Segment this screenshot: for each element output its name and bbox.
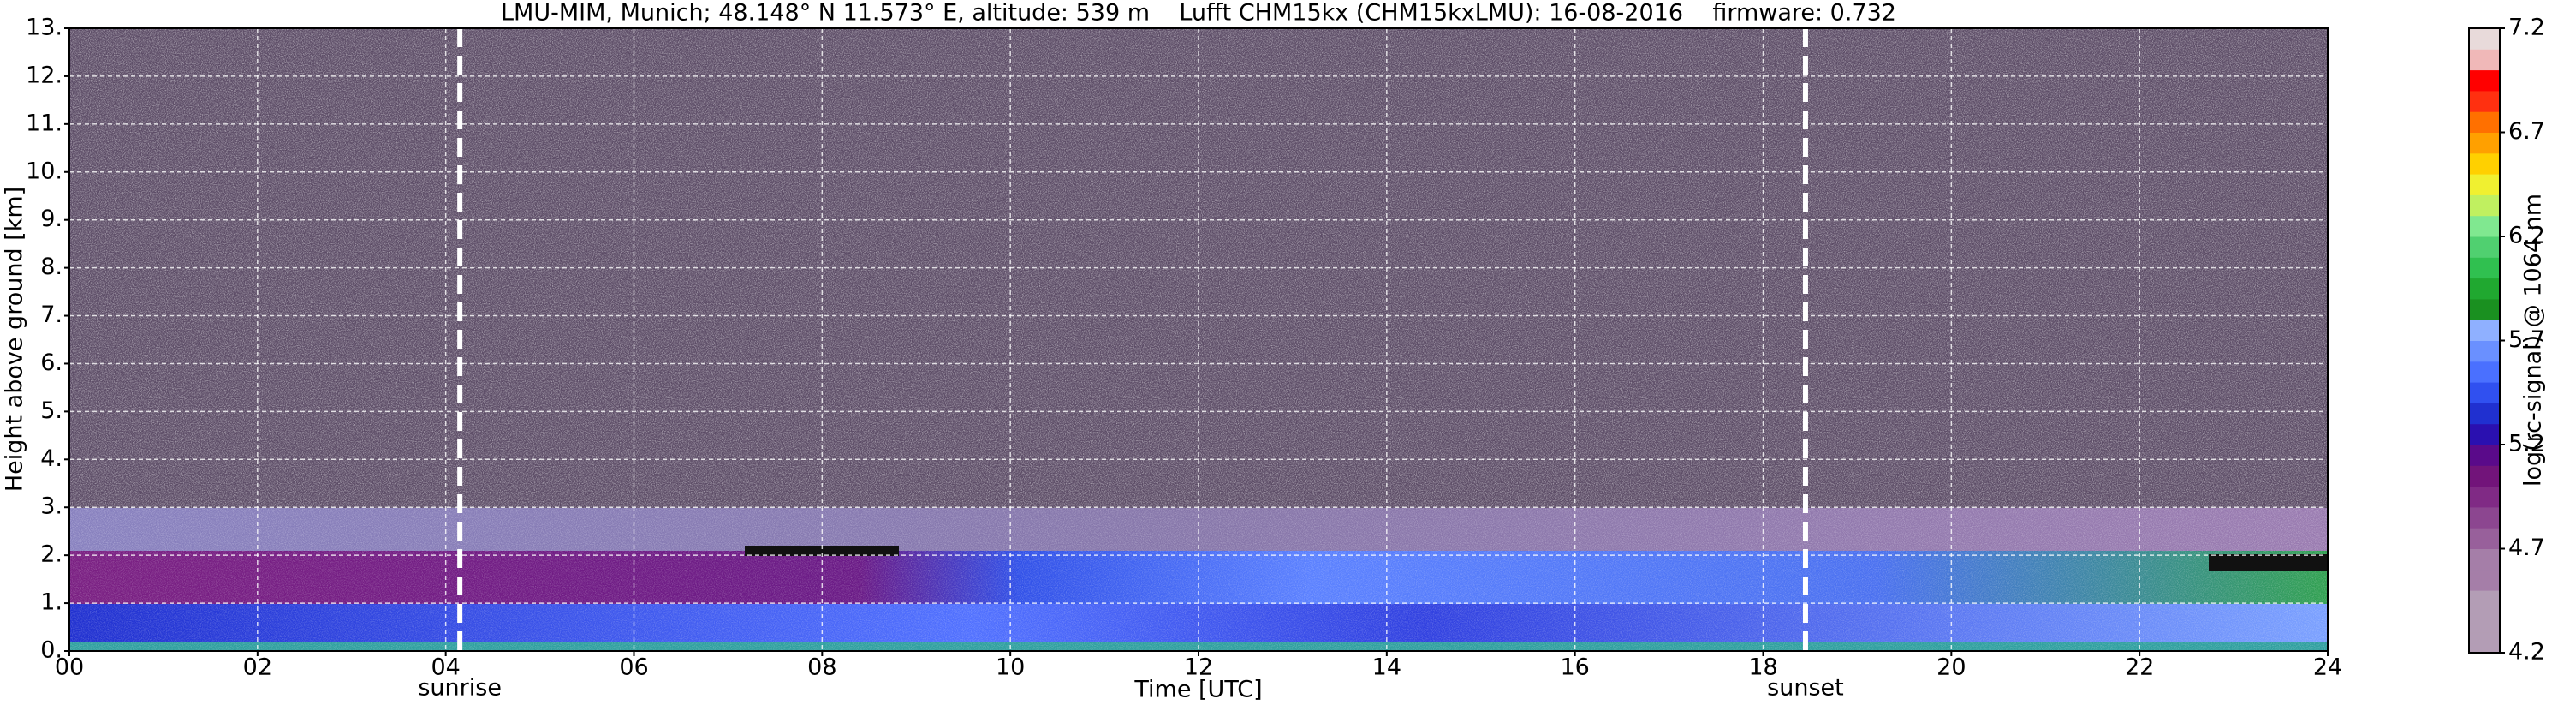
x-tick-label: 16	[1560, 654, 1589, 681]
colorbar-segment	[2469, 152, 2500, 175]
colorbar-segment	[2469, 611, 2500, 633]
colorbar-segment	[2469, 382, 2500, 403]
colorbar-segment	[2469, 278, 2500, 300]
y-tick-label: 9.	[40, 206, 62, 232]
y-tick-label: 7.	[40, 302, 62, 328]
y-tick-label: 0.	[40, 637, 62, 664]
event-label: sunrise	[418, 675, 502, 702]
colorbar-tick-label: 7.2	[2508, 15, 2545, 41]
colorbar-segment	[2469, 90, 2500, 112]
x-tick-label: 06	[619, 654, 648, 681]
y-tick-label: 13.	[26, 15, 62, 41]
x-tick-label: 02	[243, 654, 272, 681]
y-tick-label: 2.	[40, 541, 62, 568]
colorbar-tick-label: 5.2	[2508, 431, 2545, 457]
colorbar-segment	[2469, 486, 2500, 508]
x-tick-label: 22	[2125, 654, 2154, 681]
colorbar-tick-label: 6.7	[2508, 118, 2545, 145]
y-tick-label: 8.	[40, 254, 62, 280]
colorbar-segment	[2469, 69, 2500, 92]
colorbar-segment	[2469, 340, 2500, 362]
colorbar-segment	[2469, 403, 2500, 425]
colorbar-segment	[2469, 590, 2500, 612]
y-tick-label: 4.	[40, 445, 62, 472]
colorbar-tick-label: 4.7	[2508, 535, 2545, 561]
colorbar-segment	[2469, 465, 2500, 487]
colorbar-label: log(rc-signal) @ 1064 nm	[2520, 194, 2547, 487]
x-tick-label: 00	[55, 654, 84, 681]
y-tick-label: 5.	[40, 397, 62, 424]
x-tick-label: 08	[807, 654, 836, 681]
plot-frame	[68, 27, 2329, 652]
colorbar-segment	[2469, 49, 2500, 71]
colorbar-segment	[2469, 298, 2500, 320]
y-tick-label: 11.	[26, 110, 62, 136]
x-tick-label: 14	[1372, 654, 1401, 681]
colorbar-segment	[2469, 631, 2500, 654]
x-tick-label: 12	[1184, 654, 1213, 681]
x-tick-label: 18	[1748, 654, 1777, 681]
y-axis-label: Height above ground [km]	[2, 187, 28, 492]
heatmap-feature	[2209, 554, 2328, 571]
heatmap-feature	[745, 546, 899, 556]
colorbar-segment	[2469, 236, 2500, 258]
colorbar-tick-label: 5.7	[2508, 326, 2545, 353]
colorbar-segment	[2469, 320, 2500, 341]
colorbar-segment	[2469, 28, 2500, 50]
colorbar-segment	[2469, 548, 2500, 571]
colorbar-segment	[2469, 423, 2500, 445]
colorbar-segment	[2469, 111, 2500, 133]
colorbar-segment	[2469, 174, 2500, 195]
x-axis-label: Time [UTC]	[1133, 677, 1262, 703]
colorbar-segment	[2469, 445, 2500, 466]
y-tick-label: 1.	[40, 589, 62, 616]
colorbar-segment	[2469, 194, 2500, 217]
y-tick-label: 10.	[26, 158, 62, 184]
x-tick-label: 20	[1936, 654, 1966, 681]
y-tick-label: 12.	[26, 62, 62, 88]
chart-title: LMU-MIM, Munich; 48.148° N 11.573° E, al…	[501, 0, 1896, 27]
colorbar-tick-label: 6.2	[2508, 223, 2545, 249]
y-tick-label: 6.	[40, 350, 62, 376]
colorbar-segment	[2469, 569, 2500, 591]
colorbar-segment	[2469, 361, 2500, 383]
colorbar-segment	[2469, 528, 2500, 549]
colorbar-segment	[2469, 506, 2500, 529]
y-tick-label: 3.	[40, 493, 62, 520]
colorbar-tick-label: 4.2	[2508, 639, 2545, 666]
colorbar-segment	[2469, 257, 2500, 279]
x-tick-label: 24	[2313, 654, 2342, 681]
x-tick-label: 10	[996, 654, 1025, 681]
colorbar-segment	[2469, 215, 2500, 237]
event-label: sunset	[1767, 675, 1844, 702]
x-tick-label: 04	[431, 654, 460, 681]
colorbar-segment	[2469, 132, 2500, 154]
